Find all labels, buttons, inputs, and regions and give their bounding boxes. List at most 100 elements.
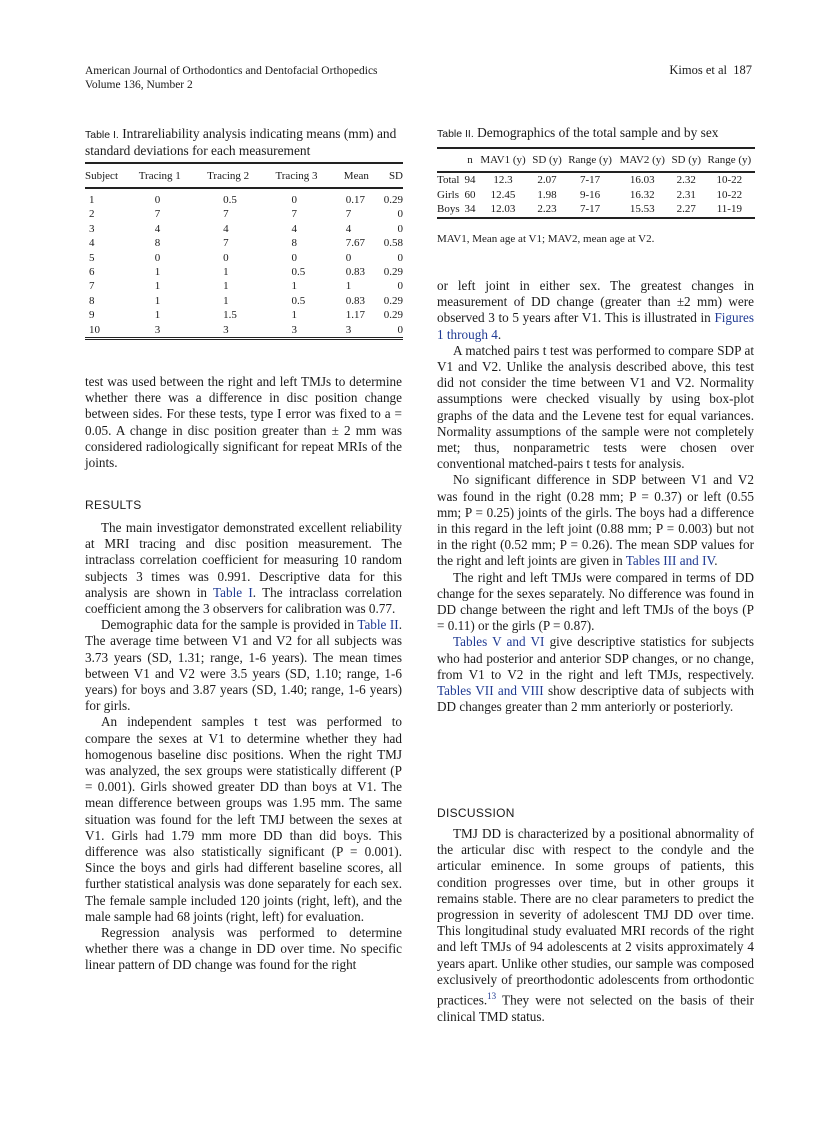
table2-caption: Table II. Demographics of the total samp… — [437, 125, 757, 142]
table-row: 4 8 7 8 7.67 0.58 — [85, 236, 403, 250]
text-run: show descriptive data of subjects with D… — [437, 683, 754, 715]
paragraph: test was used between the right and left… — [85, 374, 402, 471]
table-cell: 0 — [397, 280, 404, 293]
cross-reference-link[interactable]: Table II — [357, 617, 399, 633]
paragraph: Tables V and VI give descriptive statist… — [437, 634, 754, 715]
running-header-left: American Journal of Orthodontics and Den… — [85, 64, 378, 92]
text-run: test was used between the right and left… — [85, 374, 402, 471]
table-row: 8 1 1 0.5 0.83 0.29 — [85, 294, 403, 308]
text-run: An independent samples t test was perfor… — [85, 714, 402, 924]
text-run: Demographic data for the sample is provi… — [101, 617, 358, 633]
paragraph: Demographic data for the sample is provi… — [85, 617, 402, 714]
table2-footnote: MAV1, Mean age at V1; MAV2, mean age at … — [437, 233, 655, 245]
table-cell: 2.32 — [676, 174, 696, 186]
table-cell: 7 — [89, 280, 95, 293]
running-header-right: Kimos et al 187 — [669, 63, 752, 77]
table-cell: 16.03 — [629, 174, 655, 186]
table-cell: 10-22 — [716, 174, 743, 186]
table-cell: 7 — [223, 208, 229, 221]
table-cell: 60 — [464, 188, 476, 201]
table-cell: 16.32 — [629, 188, 655, 201]
table-cell: 7 — [291, 208, 297, 221]
table-cell: 7-17 — [579, 203, 601, 215]
cross-reference-link[interactable]: Figures 1 through 4 — [437, 310, 754, 342]
table-cell: 0.17 — [345, 194, 366, 206]
discussion-heading: DISCUSSION — [437, 806, 515, 820]
table-cell: 0 — [397, 251, 404, 264]
table-cell: Girls — [437, 188, 459, 201]
table-cell: 6 — [89, 266, 95, 279]
table-cell: 3 — [291, 323, 297, 336]
paragraph: or left joint in either sex. The greates… — [437, 278, 754, 343]
table-cell: 1 — [291, 309, 297, 322]
text-run: . The average time between V1 and V2 for… — [85, 617, 402, 714]
cross-reference-link[interactable]: Table I — [213, 584, 253, 600]
paragraph: TMJ DD is characterized by a positional … — [437, 826, 754, 1025]
table-cell: 0 — [345, 251, 352, 264]
table-cell: 1.5 — [223, 309, 237, 322]
column-header: Mean — [331, 163, 379, 189]
table1-title: Intrareliability analysis indicating mea… — [85, 126, 397, 158]
table-cell: 2 — [89, 208, 95, 221]
table-cell: 0 — [223, 251, 229, 264]
table-row: 1 0 0.5 0 0.17 0.29 — [85, 188, 403, 207]
table1-label: Table I. — [85, 129, 119, 141]
table-cell: 3 — [154, 323, 161, 336]
text-run: They were not selected on the basis of t… — [437, 992, 754, 1024]
table-row: Boys 34 12.03 2.23 7-17 15.53 2.27 11-19 — [437, 202, 755, 218]
table-cell: 7-17 — [579, 174, 601, 186]
table-cell: 0.29 — [383, 294, 403, 307]
table-cell: Boys — [437, 203, 460, 215]
table-cell: 12.3 — [493, 174, 513, 186]
table-cell: 1.17 — [345, 309, 366, 322]
journal-volume: Volume 136, Number 2 — [85, 79, 193, 91]
text-run: No significant difference in SDP between… — [437, 472, 754, 569]
table-header-row: n MAV1 (y) SD (y) Range (y) MAV2 (y) SD (y) Ra… — [437, 148, 755, 173]
table-row: 6 1 1 0.5 0.83 0.29 — [85, 265, 403, 279]
table-row: 3 4 4 4 4 0 — [85, 222, 403, 236]
table-cell: 12.03 — [490, 203, 516, 215]
cross-reference-link[interactable]: Tables V and VI — [453, 634, 545, 650]
table-cell: 8 — [154, 237, 161, 250]
table-cell: 0 — [397, 323, 404, 336]
table-cell: 4 — [89, 237, 95, 250]
table-header-row: Subject Tracing 1 Tracing 2 Tracing 3 Mean SD — [85, 163, 403, 189]
cross-reference-link[interactable]: Tables VII and VIII — [437, 683, 544, 699]
table-cell: 15.53 — [629, 203, 655, 215]
table-cell: 9-16 — [579, 188, 601, 201]
table-cell: 4 — [345, 222, 352, 235]
table2-title: Demographics of the total sample and by … — [477, 125, 719, 140]
table-row: 2 7 7 7 7 0 — [85, 207, 403, 221]
table-cell: 0.5 — [223, 194, 237, 206]
column-header: Tracing 3 — [263, 163, 332, 189]
table-cell: 7 — [154, 208, 161, 221]
column-header: Range (y) — [564, 148, 616, 173]
paragraph: The main investigator demonstrated excel… — [85, 520, 402, 617]
table-cell: 7 — [223, 237, 229, 250]
text-run: The main investigator demonstrated excel… — [85, 520, 402, 600]
cross-reference-link[interactable]: Tables III and IV — [625, 553, 715, 569]
table-cell: 1 — [223, 266, 229, 279]
right-column-body: or left joint in either sex. The greates… — [437, 278, 754, 715]
results-heading: RESULTS — [85, 498, 142, 512]
table-cell: 4 — [223, 222, 229, 235]
text-run: Regression analysis was performed to det… — [85, 925, 402, 973]
table-cell: 1 — [154, 294, 161, 307]
table-cell: 1 — [291, 280, 297, 293]
table-cell: 1.98 — [537, 188, 557, 201]
table-cell: 12.45 — [490, 188, 516, 201]
table-cell: 7 — [345, 208, 352, 221]
table-cell: 0 — [154, 251, 161, 264]
table-cell: 0 — [154, 194, 161, 206]
citation-superscript[interactable]: 13 — [487, 991, 497, 1002]
table-row: 7 1 1 1 1 0 — [85, 279, 403, 293]
column-header: MAV1 (y) — [476, 148, 530, 173]
table-cell: 2.07 — [537, 174, 557, 186]
table1-caption: Table I. Intrareliability analysis indic… — [85, 126, 405, 159]
table2-label: Table II. — [437, 128, 474, 140]
page-number: 187 — [733, 63, 752, 77]
table-cell: 7.67 — [345, 237, 366, 250]
paragraph: A matched pairs t test was performed to … — [437, 343, 754, 473]
column-header: SD — [378, 163, 403, 189]
